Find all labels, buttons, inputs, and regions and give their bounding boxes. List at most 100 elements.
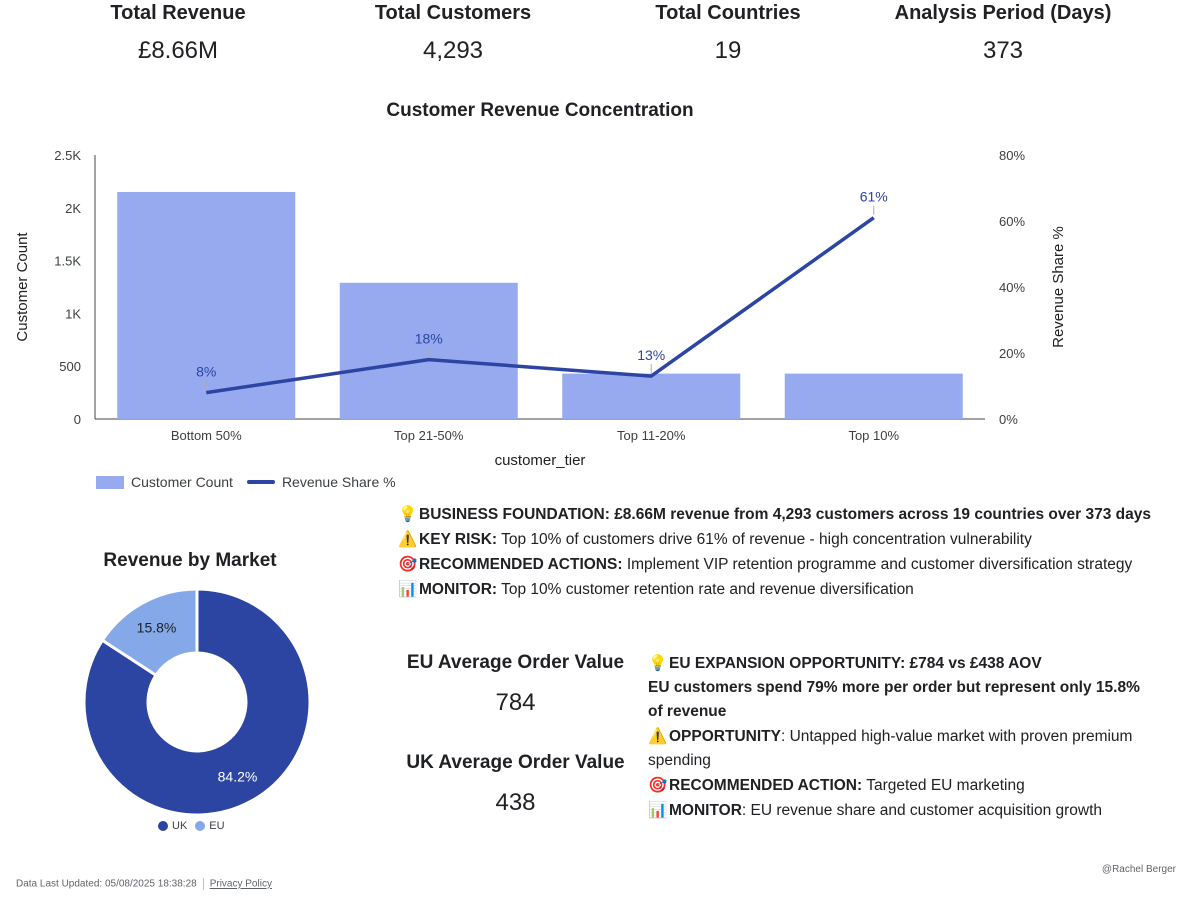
bar-chart-icon: 📊 (648, 801, 668, 819)
x-tick-label: Top 11-20% (617, 428, 686, 443)
y-tick-label: 0 (74, 412, 81, 427)
privacy-policy-link[interactable]: Privacy Policy (209, 878, 272, 890)
insight-line: 💡 EU EXPANSION OPPORTUNITY: £784 vs £438 … (648, 651, 1148, 676)
pie-legend: UK EU (158, 820, 225, 832)
legend-bar-swatch (96, 475, 124, 489)
aov-value: 438 (495, 789, 536, 816)
insight-bold: MONITOR (669, 802, 742, 819)
donut-slice-eu (100, 587, 199, 678)
insight-bold: EU EXPANSION OPPORTUNITY: £784 vs £438 A… (669, 655, 1042, 672)
legend-label-line: Revenue Share % (281, 474, 396, 490)
kpi-total-customers: Total Customers 4,293 (353, 0, 553, 66)
insight-text: Top 10% of customers drive 61% of revenu… (497, 531, 1032, 548)
x-tick-label: Top 21-50% (394, 428, 464, 443)
insight-text: Implement VIP retention programme and cu… (622, 556, 1133, 573)
revenue-by-market-donut: 84.2% 15.8% (82, 587, 312, 817)
kpi-label: Total Customers (374, 2, 532, 24)
kpi-label: Total Countries (655, 2, 801, 24)
kpi-value: 4,293 (422, 37, 484, 64)
insight-text: Top 10% customer retention rate and reve… (497, 581, 914, 598)
uk-aov-scorecard: UK Average Order Value 438 (398, 751, 633, 817)
y2-tick-label: 40% (999, 280, 1025, 295)
legend-dot-uk (158, 821, 168, 831)
insight-line: 🎯 RECOMMENDED ACTION: Targeted EU marketi… (648, 773, 1148, 798)
kpi-value: 373 (982, 37, 1024, 64)
kpi-value: £8.66M (137, 37, 219, 64)
legend-dot-eu (195, 821, 206, 831)
donut-label: 15.8% (137, 619, 177, 635)
insight-bold: MONITOR: (419, 581, 498, 598)
target-icon: 🎯 (398, 555, 418, 573)
legend-label-uk: UK (172, 820, 188, 832)
y-tick-label: 1K (65, 306, 81, 321)
y-tick-label: 500 (59, 359, 81, 374)
lightbulb-icon: 💡 (398, 505, 418, 523)
chart-title: Customer Revenue Concentration (386, 100, 694, 121)
legend-label-eu: EU (209, 820, 225, 832)
warning-icon: ⚠️ (398, 530, 418, 548)
revenue-share-line (205, 216, 875, 395)
data-label: 13% (637, 347, 665, 363)
y-tick-label: 1.5K (54, 254, 81, 269)
kpi-value: 19 (714, 37, 742, 64)
insight-line: 🎯 RECOMMENDED ACTIONS: Implement VIP rete… (398, 552, 1188, 577)
pie-title: Revenue by Market (103, 550, 277, 571)
y2-axis-title: Revenue Share % (1050, 226, 1067, 348)
kpi-label: Analysis Period (Days) (894, 2, 1112, 24)
y-tick-label: 2K (65, 201, 81, 216)
author-credit: @Rachel Berger (1101, 864, 1176, 875)
insight-line: EU customers spend 79% more per order bu… (648, 676, 1148, 724)
aov-label: EU Average Order Value (406, 652, 625, 673)
y2-tick-label: 20% (999, 346, 1025, 361)
lightbulb-icon: 💡 (648, 654, 668, 672)
chart-legend: Customer Count Revenue Share % (96, 474, 396, 490)
y2-tick-label: 0% (999, 412, 1018, 427)
insight-bold: RECOMMENDED ACTIONS: (419, 556, 623, 573)
target-icon: 🎯 (648, 776, 668, 794)
insight-text: : EU revenue share and customer acquisit… (741, 802, 1103, 819)
y-tick-label: 2.5K (54, 148, 81, 163)
legend-label-bar: Customer Count (131, 474, 233, 490)
donut-label: 84.2% (218, 769, 258, 785)
bar-chart-icon: 📊 (398, 580, 418, 598)
y2-tick-label: 60% (999, 214, 1025, 229)
business-insights: 💡 BUSINESS FOUNDATION: £8.66M revenue fro… (398, 502, 1188, 602)
insight-line: 📊 MONITOR: Top 10% customer retention rat… (398, 577, 1188, 602)
legend-line-swatch (246, 480, 275, 484)
aov-value: 784 (495, 689, 536, 716)
footer-divider (202, 878, 204, 890)
insight-line: ⚠️ KEY RISK: Top 10% of customers drive 6… (398, 527, 1188, 552)
x-tick-label: Bottom 50% (171, 428, 242, 443)
data-label: 61% (860, 189, 888, 205)
kpi-total-revenue: Total Revenue £8.66M (78, 0, 278, 66)
insight-bold: RECOMMENDED ACTION: (669, 777, 863, 794)
data-last-updated: Data Last Updated: 05/08/2025 18:38:28 (16, 878, 197, 890)
warning-icon: ⚠️ (648, 727, 668, 745)
donut-slice-uk (82, 587, 312, 817)
bar-top-11-20- (562, 373, 741, 419)
eu-aov-scorecard: EU Average Order Value 784 (398, 651, 633, 717)
insight-line: 📊 MONITOR: EU revenue share and customer … (648, 798, 1148, 823)
kpi-analysis-period: Analysis Period (Days) 373 (878, 0, 1128, 66)
insight-bold: OPPORTUNITY (669, 728, 781, 745)
eu-insights: 💡 EU EXPANSION OPPORTUNITY: £784 vs £438 … (648, 651, 1148, 823)
insight-bold: EU customers spend 79% more per order bu… (648, 679, 1140, 720)
insight-text: Targeted EU marketing (862, 777, 1025, 794)
insight-bold: KEY RISK: (419, 531, 498, 548)
x-axis-title: customer_tier (495, 452, 586, 469)
data-label: 18% (415, 331, 443, 347)
y-axis-title: Customer Count (14, 232, 31, 342)
x-tick-label: Top 10% (848, 428, 899, 443)
insight-bold: BUSINESS FOUNDATION: £8.66M revenue from… (419, 506, 1151, 523)
bar-top-10- (784, 373, 963, 419)
aov-label: UK Average Order Value (406, 752, 625, 773)
y2-tick-label: 80% (999, 148, 1025, 163)
insight-line: 💡 BUSINESS FOUNDATION: £8.66M revenue fro… (398, 502, 1188, 527)
customer-concentration-chart: 0 500 1K 1.5K 2K 2.5K 0% 20% 40% 60% 80% Bottom 50%… (14, 148, 1067, 469)
kpi-label: Total Revenue (110, 2, 246, 24)
footer: Data Last Updated: 05/08/2025 18:38:28 Pr… (16, 878, 272, 890)
data-label: 8% (196, 364, 216, 380)
insight-line: ⚠️ OPPORTUNITY: Untapped high-value marke… (648, 724, 1148, 773)
kpi-total-countries: Total Countries 19 (628, 0, 828, 66)
insight-text: : Untapped high-value market with proven… (648, 728, 1133, 769)
